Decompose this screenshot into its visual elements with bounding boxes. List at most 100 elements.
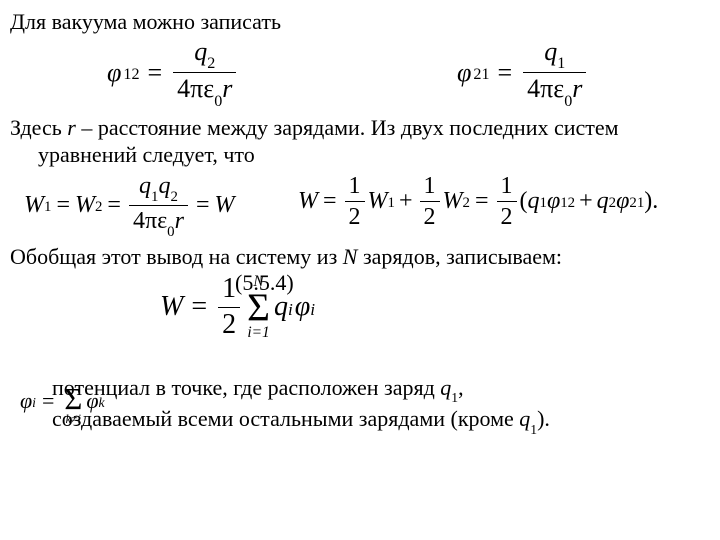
phi-sym2: φ — [455, 58, 473, 88]
qi: q — [274, 291, 288, 323]
frac-q2: q2 4πε0r — [173, 38, 236, 109]
phi12ps: 12 — [560, 195, 575, 212]
phii2s: i — [32, 395, 36, 411]
sub-0c: 0 — [167, 224, 174, 240]
eqs: = — [183, 291, 215, 323]
text-vacuum: Для вакуума можно записать — [10, 9, 281, 34]
line-generalize: Обобщая этот вывод на систему из N заряд… — [10, 243, 710, 271]
half4: 12 — [218, 274, 240, 341]
q2as: 2 — [170, 189, 177, 205]
eq-W-left: W1 = W2 = q1q2 4πε0r = W — [24, 173, 235, 238]
lpar: ( — [520, 188, 528, 215]
sum-bot: i=1 — [247, 325, 269, 340]
q2a: q — [158, 173, 170, 199]
W2rs: 2 — [463, 195, 470, 212]
eq-W-right: W = 12 W1 + 12 W2 = 12 ( q1φ12 + q2φ21 )… — [298, 173, 658, 231]
fourpie3: 4πε — [133, 208, 167, 234]
eqe: = — [470, 188, 494, 215]
line-distance: Здесь r – расстояние между зарядами. Из … — [10, 114, 710, 142]
frac-q1: q1 4πε0r — [523, 38, 586, 109]
d2s: 1 — [530, 422, 537, 437]
phi21p: φ — [616, 188, 629, 215]
q-sym: q — [194, 37, 207, 66]
W1s: 1 — [44, 199, 51, 216]
half3: 12 — [497, 173, 517, 231]
phi12p: φ — [547, 188, 560, 215]
phi-desc: потенциал в точке, где расположен заряд … — [52, 374, 692, 436]
eq-row-sum: (5.5.4) W = 12 N Σ i=1 qi φi — [10, 270, 710, 370]
eqc: = — [191, 192, 215, 219]
n1b: 1 — [420, 173, 440, 199]
Wplain: W — [215, 192, 235, 219]
d2b: ). — [537, 406, 550, 431]
d1q: q — [440, 375, 451, 400]
q1a: q — [139, 173, 151, 199]
q2p: q — [597, 188, 609, 215]
sub-12: 12 — [123, 66, 139, 84]
fourpie2: 4πε — [527, 74, 564, 103]
plus2: + — [575, 188, 597, 215]
d1s: 1 — [451, 390, 458, 405]
d2d: 2 — [218, 310, 240, 341]
d2q: q — [519, 406, 530, 431]
eqd: = — [318, 188, 342, 215]
half2: 12 — [420, 173, 440, 231]
n1c: 1 — [497, 173, 517, 199]
eq-row-phi: φ12 = q2 4πε0r φ21 = q1 4πε0r — [10, 36, 710, 114]
W2r: W — [443, 188, 463, 215]
W2s: 2 — [95, 199, 102, 216]
line-vacuum: Для вакуума можно записать — [10, 8, 710, 36]
half1: 12 — [345, 173, 365, 231]
d2a: создаваемый всеми остальными зарядами (к… — [52, 406, 519, 431]
r-a: r — [222, 74, 232, 103]
eq-sum-W: W = 12 N Σ i=1 qi φi — [160, 274, 315, 341]
n1d: 1 — [218, 274, 240, 305]
eq-row-W: W1 = W2 = q1q2 4πε0r = W W = 12 W1 + 12 … — [10, 169, 710, 243]
big-sum: N Σ i=1 — [247, 274, 270, 340]
d1b: , — [458, 375, 464, 400]
r-c: r — [175, 208, 184, 234]
sigma-sym: Σ — [247, 290, 270, 325]
equals: = — [140, 58, 171, 88]
sub-2: 2 — [207, 55, 215, 72]
dot1: . — [652, 188, 658, 215]
qis: i — [288, 300, 293, 320]
d1a: потенциал в точке, где расположен заряд — [52, 375, 440, 400]
t-follows: уравнений следует, что — [38, 142, 255, 167]
phii2: φ — [20, 388, 32, 414]
W1: W — [24, 192, 44, 219]
phii: φ — [293, 291, 311, 323]
line-follows: уравнений следует, что — [10, 141, 710, 169]
eq-phi21: φ21 = q1 4πε0r — [455, 38, 589, 109]
q1as: 1 — [151, 189, 158, 205]
W2: W — [75, 192, 95, 219]
q1ps: 1 — [540, 195, 547, 212]
sub-0b: 0 — [564, 93, 572, 110]
W1rs: 1 — [388, 195, 395, 212]
rpar: ) — [644, 188, 652, 215]
q-sym2: q — [544, 37, 557, 66]
sub-0a: 0 — [214, 93, 222, 110]
Ws: W — [160, 291, 183, 323]
t-dist: – расстояние между зарядами. Из двух пос… — [76, 115, 619, 140]
t-here: Здесь — [10, 115, 67, 140]
r-b: r — [572, 74, 582, 103]
fourpie: 4πε — [177, 74, 214, 103]
n1a: 1 — [345, 173, 365, 199]
phi-sym: φ — [105, 58, 123, 88]
t-gen-a: Обобщая этот вывод на систему из — [10, 244, 343, 269]
eqa: = — [51, 192, 75, 219]
equals2: = — [490, 58, 521, 88]
t-gen-b: зарядов, записываем: — [357, 244, 562, 269]
eqb: = — [102, 192, 126, 219]
W1r: W — [368, 188, 388, 215]
d2b: 2 — [420, 204, 440, 230]
desc-line2: создаваемый всеми остальными зарядами (к… — [52, 405, 692, 436]
q2ps: 2 — [609, 195, 616, 212]
eq-phi12: φ12 = q2 4πε0r — [105, 38, 239, 109]
d2a: 2 — [345, 204, 365, 230]
desc-line1: потенциал в точке, где расположен заряд … — [52, 374, 692, 405]
t-N: N — [343, 244, 358, 269]
phiis: i — [310, 300, 315, 320]
t-r: r — [67, 115, 76, 140]
